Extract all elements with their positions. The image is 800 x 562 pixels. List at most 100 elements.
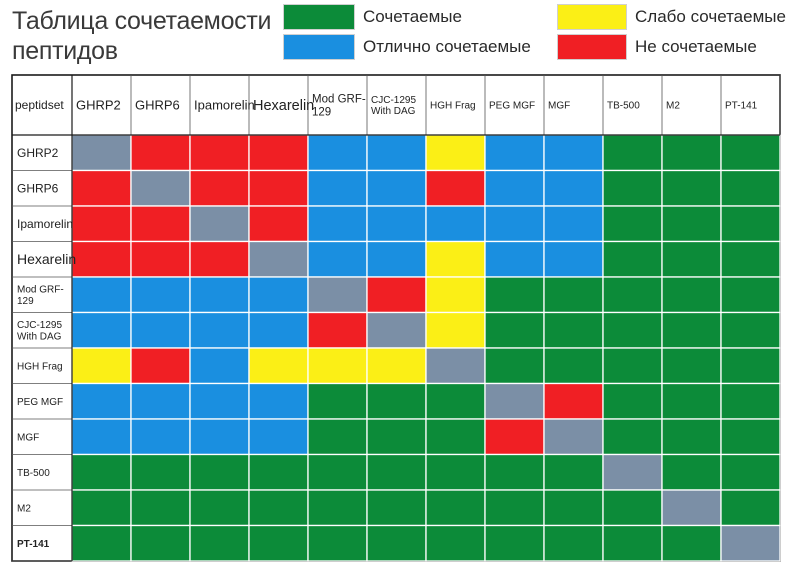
row-label-pt-141: PT-141: [17, 539, 50, 550]
cell-ghrp6-hgh-frag: [425, 169, 486, 207]
legend-swatch-incompatible: [557, 34, 627, 60]
cell-ghrp6-mod-grf-129: [307, 169, 368, 207]
cell-cjc-1295-with-dag-pt-141: [720, 311, 781, 349]
cell-ghrp6-ghrp6: [130, 169, 191, 207]
cell-peg-mgf-ghrp6: [130, 382, 191, 420]
cell-ipamorelin-ghrp6: [130, 205, 191, 243]
cell-mod-grf-129-m2: [661, 276, 722, 314]
cell-hgh-frag-cjc-1295-with-dag: [366, 347, 427, 385]
cell-mgf-ghrp2: [71, 418, 132, 456]
legend-label-incompatible: Не сочетаемые: [635, 37, 757, 56]
column-header-hexarelin: Hexarelin: [253, 98, 314, 114]
cell-cjc-1295-with-dag-mgf: [543, 311, 604, 349]
column-header-ghrp6: GHRP6: [135, 98, 180, 113]
cell-hexarelin-cjc-1295-with-dag: [366, 240, 427, 278]
row-label-ghrp2: GHRP2: [17, 146, 59, 160]
cell-mgf-m2: [661, 418, 722, 456]
cell-m2-peg-mgf: [484, 489, 545, 527]
cell-m2-hexarelin: [248, 489, 309, 527]
cell-cjc-1295-with-dag-tb-500: [602, 311, 663, 349]
legend-swatch-weak: [557, 4, 627, 30]
cell-peg-mgf-peg-mgf: [484, 382, 545, 420]
cell-tb-500-cjc-1295-with-dag: [366, 453, 427, 491]
cell-mod-grf-129-hexarelin: [248, 276, 309, 314]
legend-label-compatible: Сочетаемые: [363, 7, 462, 26]
column-header-m2: M2: [666, 101, 680, 112]
cell-m2-mgf: [543, 489, 604, 527]
cell-peg-mgf-tb-500: [602, 382, 663, 420]
legend-item-weak: Слабо сочетаемые: [557, 4, 786, 30]
row-label-mod-grf-129: Mod GRF-129: [17, 285, 64, 307]
cell-pt-141-m2: [661, 524, 722, 562]
cell-hexarelin-mgf: [543, 240, 604, 278]
cell-pt-141-ghrp6: [130, 524, 191, 562]
cell-peg-mgf-ghrp2: [71, 382, 132, 420]
cell-ghrp2-cjc-1295-with-dag: [366, 134, 427, 172]
cell-ipamorelin-cjc-1295-with-dag: [366, 205, 427, 243]
cell-ghrp2-ghrp6: [130, 134, 191, 172]
cell-hexarelin-hgh-frag: [425, 240, 486, 278]
cell-mod-grf-129-hgh-frag: [425, 276, 486, 314]
cell-pt-141-hexarelin: [248, 524, 309, 562]
cell-ghrp2-ghrp2: [71, 134, 132, 172]
cell-mod-grf-129-ghrp2: [71, 276, 132, 314]
cell-ghrp6-ipamorelin: [189, 169, 250, 207]
cell-mgf-peg-mgf: [484, 418, 545, 456]
cell-peg-mgf-cjc-1295-with-dag: [366, 382, 427, 420]
column-header-ipamorelin: Ipamorelin: [194, 98, 255, 113]
cell-m2-hgh-frag: [425, 489, 486, 527]
row-label-cjc-1295-with-dag: CJC-1295 With DAG: [17, 320, 62, 342]
cell-tb-500-ipamorelin: [189, 453, 250, 491]
cell-mgf-cjc-1295-with-dag: [366, 418, 427, 456]
cell-peg-mgf-pt-141: [720, 382, 781, 420]
cell-pt-141-ipamorelin: [189, 524, 250, 562]
cell-pt-141-hgh-frag: [425, 524, 486, 562]
cell-ghrp2-hgh-frag: [425, 134, 486, 172]
cell-ghrp2-peg-mgf: [484, 134, 545, 172]
legend-swatch-compatible: [283, 4, 355, 30]
legend-swatch-excellent: [283, 34, 355, 60]
cell-hgh-frag-ghrp2: [71, 347, 132, 385]
cell-mgf-mgf: [543, 418, 604, 456]
cell-ghrp2-ipamorelin: [189, 134, 250, 172]
cell-mgf-ipamorelin: [189, 418, 250, 456]
cell-m2-ipamorelin: [189, 489, 250, 527]
cell-hexarelin-mod-grf-129: [307, 240, 368, 278]
cell-ghrp2-pt-141: [720, 134, 781, 172]
cell-mgf-pt-141: [720, 418, 781, 456]
cell-m2-mod-grf-129: [307, 489, 368, 527]
cell-hexarelin-hexarelin: [248, 240, 309, 278]
cell-peg-mgf-hexarelin: [248, 382, 309, 420]
cell-peg-mgf-m2: [661, 382, 722, 420]
cell-ghrp6-mgf: [543, 169, 604, 207]
cell-peg-mgf-mgf: [543, 382, 604, 420]
row-label-ipamorelin: Ipamorelin: [17, 217, 73, 231]
cell-pt-141-pt-141: [720, 524, 781, 562]
row-label-mgf: MGF: [17, 432, 39, 443]
cell-ghrp2-hexarelin: [248, 134, 309, 172]
cell-hgh-frag-hgh-frag: [425, 347, 486, 385]
legend-item-compatible: Сочетаемые: [283, 4, 462, 30]
cell-ipamorelin-hexarelin: [248, 205, 309, 243]
cell-tb-500-pt-141: [720, 453, 781, 491]
cell-mod-grf-129-ghrp6: [130, 276, 191, 314]
cell-hgh-frag-mod-grf-129: [307, 347, 368, 385]
column-header-ghrp2: GHRP2: [76, 98, 121, 113]
cell-tb-500-tb-500: [602, 453, 663, 491]
legend-label-weak: Слабо сочетаемые: [635, 7, 786, 26]
cell-pt-141-tb-500: [602, 524, 663, 562]
cell-ipamorelin-peg-mgf: [484, 205, 545, 243]
cell-cjc-1295-with-dag-peg-mgf: [484, 311, 545, 349]
cell-pt-141-peg-mgf: [484, 524, 545, 562]
cell-cjc-1295-with-dag-mod-grf-129: [307, 311, 368, 349]
cell-cjc-1295-with-dag-cjc-1295-with-dag: [366, 311, 427, 349]
cell-mod-grf-129-mod-grf-129: [307, 276, 368, 314]
row-label-hgh-frag: HGH Frag: [17, 361, 63, 372]
cell-ghrp6-hexarelin: [248, 169, 309, 207]
cell-m2-cjc-1295-with-dag: [366, 489, 427, 527]
cell-hgh-frag-hexarelin: [248, 347, 309, 385]
cell-ghrp6-tb-500: [602, 169, 663, 207]
row-label-hexarelin: Hexarelin: [17, 251, 76, 267]
cell-pt-141-cjc-1295-with-dag: [366, 524, 427, 562]
